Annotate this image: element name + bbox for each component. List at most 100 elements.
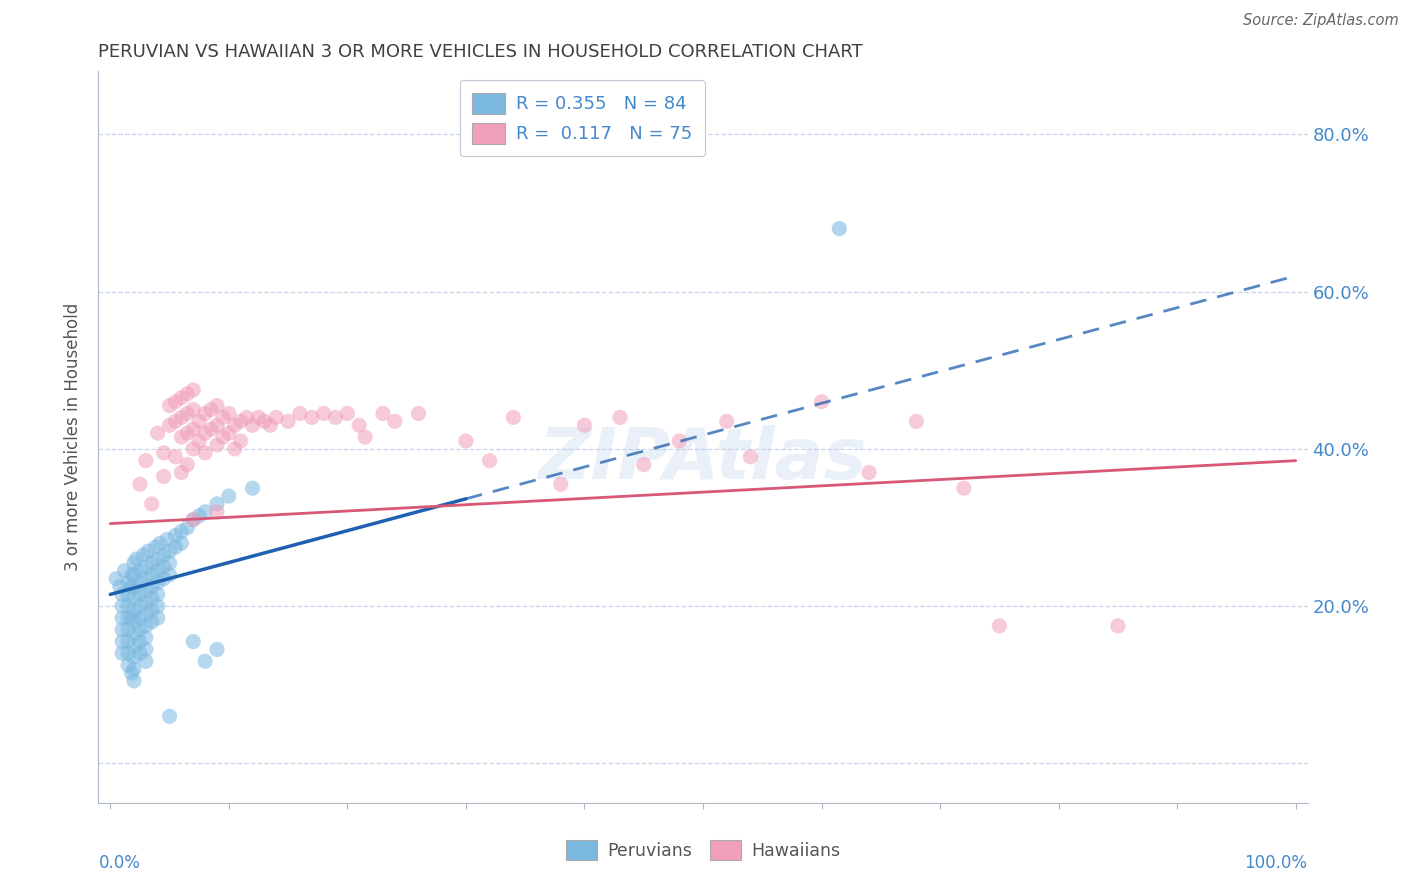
Point bbox=[135, 595, 157, 609]
Point bbox=[188, 434, 211, 448]
Point bbox=[165, 540, 187, 554]
Point bbox=[146, 599, 169, 614]
Point bbox=[152, 469, 174, 483]
Point bbox=[247, 410, 270, 425]
Point bbox=[159, 567, 181, 582]
Point bbox=[149, 536, 172, 550]
Point bbox=[828, 221, 851, 235]
Point bbox=[235, 410, 257, 425]
Point bbox=[194, 446, 217, 460]
Point bbox=[122, 567, 145, 582]
Point bbox=[224, 418, 246, 433]
Point bbox=[288, 407, 311, 421]
Point bbox=[111, 634, 134, 648]
Point bbox=[152, 446, 174, 460]
Point bbox=[129, 599, 152, 614]
Point bbox=[218, 489, 240, 503]
Y-axis label: 3 or more Vehicles in Household: 3 or more Vehicles in Household bbox=[65, 303, 83, 571]
Point bbox=[574, 418, 596, 433]
Point bbox=[205, 399, 228, 413]
Point bbox=[205, 642, 228, 657]
Point bbox=[141, 615, 163, 629]
Point bbox=[194, 505, 217, 519]
Point bbox=[125, 552, 148, 566]
Point bbox=[740, 450, 762, 464]
Point bbox=[135, 583, 157, 598]
Point bbox=[312, 407, 335, 421]
Point bbox=[478, 453, 501, 467]
Point bbox=[181, 442, 204, 456]
Point bbox=[170, 536, 193, 550]
Point bbox=[550, 477, 572, 491]
Point bbox=[111, 646, 134, 660]
Point bbox=[114, 564, 136, 578]
Point bbox=[105, 572, 128, 586]
Point bbox=[165, 528, 187, 542]
Point bbox=[181, 634, 204, 648]
Point bbox=[146, 552, 169, 566]
Point bbox=[253, 414, 276, 428]
Point bbox=[170, 466, 193, 480]
Point bbox=[905, 414, 928, 428]
Point bbox=[156, 533, 179, 547]
Point bbox=[242, 481, 264, 495]
Point bbox=[200, 402, 222, 417]
Point bbox=[170, 524, 193, 539]
Point bbox=[502, 410, 524, 425]
Point bbox=[129, 646, 152, 660]
Point bbox=[165, 394, 187, 409]
Point bbox=[135, 631, 157, 645]
Point bbox=[609, 410, 631, 425]
Point bbox=[135, 654, 157, 668]
Point bbox=[181, 402, 204, 417]
Point bbox=[159, 709, 181, 723]
Point bbox=[668, 434, 690, 448]
Point bbox=[122, 639, 145, 653]
Point bbox=[146, 611, 169, 625]
Point bbox=[121, 611, 143, 625]
Point bbox=[141, 567, 163, 582]
Point bbox=[188, 508, 211, 523]
Point bbox=[194, 426, 217, 441]
Point bbox=[111, 587, 134, 601]
Point bbox=[170, 391, 193, 405]
Point bbox=[146, 564, 169, 578]
Point bbox=[229, 434, 252, 448]
Point bbox=[129, 623, 152, 637]
Point bbox=[176, 387, 198, 401]
Point bbox=[194, 407, 217, 421]
Point bbox=[117, 634, 139, 648]
Point bbox=[176, 520, 198, 534]
Point bbox=[301, 410, 323, 425]
Point bbox=[122, 591, 145, 606]
Legend: Peruvians, Hawaiians: Peruvians, Hawaiians bbox=[558, 833, 848, 867]
Point bbox=[176, 407, 198, 421]
Point bbox=[264, 410, 287, 425]
Point bbox=[117, 658, 139, 673]
Point bbox=[165, 450, 187, 464]
Point bbox=[259, 418, 281, 433]
Point bbox=[141, 556, 163, 570]
Point bbox=[858, 466, 880, 480]
Point bbox=[454, 434, 477, 448]
Text: PERUVIAN VS HAWAIIAN 3 OR MORE VEHICLES IN HOUSEHOLD CORRELATION CHART: PERUVIAN VS HAWAIIAN 3 OR MORE VEHICLES … bbox=[98, 44, 863, 62]
Point bbox=[716, 414, 738, 428]
Point bbox=[336, 407, 359, 421]
Point bbox=[988, 619, 1011, 633]
Point bbox=[176, 458, 198, 472]
Point bbox=[141, 591, 163, 606]
Point bbox=[152, 572, 174, 586]
Point bbox=[135, 619, 157, 633]
Point bbox=[111, 599, 134, 614]
Point bbox=[135, 572, 157, 586]
Point bbox=[129, 611, 152, 625]
Text: Source: ZipAtlas.com: Source: ZipAtlas.com bbox=[1243, 13, 1399, 29]
Point bbox=[224, 442, 246, 456]
Point bbox=[408, 407, 430, 421]
Point bbox=[117, 623, 139, 637]
Point bbox=[229, 414, 252, 428]
Point bbox=[146, 575, 169, 590]
Point bbox=[242, 418, 264, 433]
Point bbox=[135, 642, 157, 657]
Point bbox=[325, 410, 347, 425]
